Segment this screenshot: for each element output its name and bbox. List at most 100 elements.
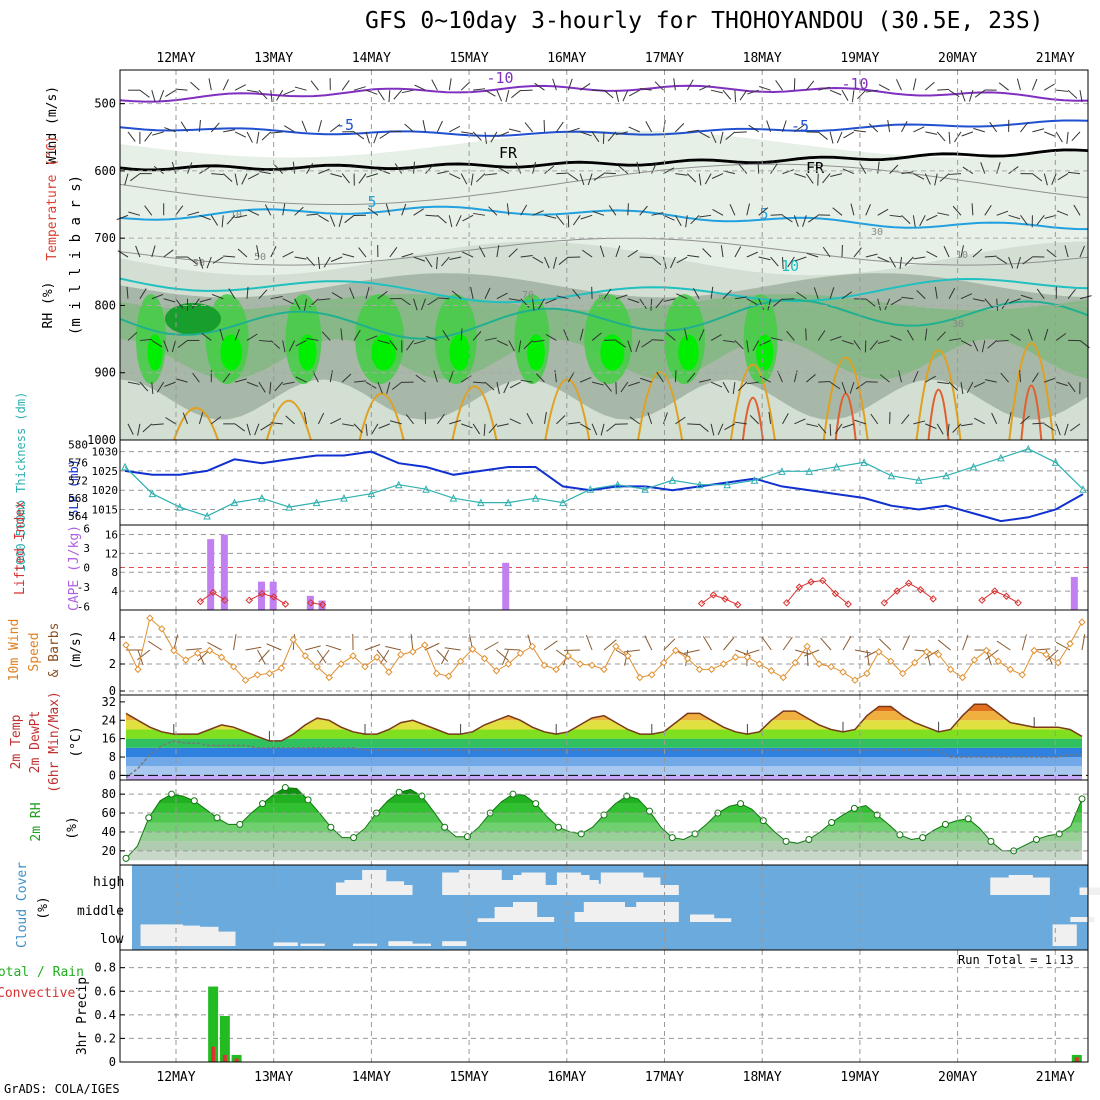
upper-wind-barb [366, 173, 379, 178]
upper-wind-barb [532, 161, 536, 174]
surface-wind-barb [258, 649, 270, 663]
wind-speed-marker [803, 642, 811, 651]
upper-wind-barb [841, 291, 853, 300]
upper-wind-barb [960, 339, 972, 347]
upper-wind-barb [338, 215, 343, 228]
upper-wind-barb [960, 423, 973, 427]
lifted-index-marker [209, 588, 217, 597]
upper-wind-barb [261, 131, 272, 141]
upper-wind-barb [1079, 90, 1083, 103]
upper-wind-barb [151, 382, 154, 395]
upper-wind-barb [912, 370, 919, 383]
upper-wind-barb [650, 298, 653, 311]
upper-wind-barb [413, 161, 415, 174]
upper-wind-barb [717, 423, 724, 436]
bottom-day-label: 18MAY [743, 1070, 782, 1085]
upper-wind-barb [647, 412, 653, 425]
upper-wind-barb [284, 125, 295, 133]
lifted-index-line [200, 591, 226, 602]
precip-total-bar [208, 986, 219, 1062]
upper-wind-barb [1010, 333, 1021, 341]
wind-speed-marker [444, 672, 453, 680]
upper-wind-barb [535, 373, 545, 383]
rh-cell-dark [165, 302, 221, 335]
upper-wind-barb [580, 131, 592, 137]
upper-wind-barb [782, 120, 787, 133]
slp-thickness-plot: 564 568 572 576 580 1015 1020 1025 1030 [68, 438, 1089, 526]
thickness-marker [531, 494, 540, 502]
rh-plot: 20 40 60 80 [102, 779, 1089, 866]
upper-wind-barb [1064, 423, 1069, 436]
temp-line [125, 703, 1083, 742]
upper-wind-barb [484, 287, 491, 299]
wind-speed-marker [576, 660, 584, 668]
upper-wind-barb [746, 298, 758, 305]
upper-wind-barb [580, 376, 592, 383]
upper-wind-barb [1056, 89, 1069, 92]
upper-wind-barb [887, 119, 891, 132]
rh-contour-label: 50 [254, 252, 266, 263]
rh-contour-label: 30 [871, 227, 883, 238]
rh-cell-bright [449, 334, 471, 371]
upper-wind-barb [884, 298, 891, 310]
upper-wind-barb [473, 88, 486, 91]
cloud-high-bar [636, 877, 661, 895]
upper-wind-barb [686, 173, 697, 183]
upper-wind-barb [1009, 298, 1021, 304]
upper-wind-barb [1066, 131, 1069, 144]
upper-wind-barb [1079, 295, 1092, 300]
upper-wind-barb [770, 163, 778, 174]
wind-speed-marker [468, 645, 477, 653]
upper-wind-barb [629, 416, 640, 425]
upper-wind-barb [925, 131, 938, 135]
cape-bar [220, 534, 228, 610]
cloud-low-bar [175, 925, 201, 946]
thickness-marker [832, 462, 841, 471]
top-day-label: 12MAY [156, 51, 195, 66]
rh-marker [281, 784, 289, 792]
surface-wind-barb [207, 642, 222, 651]
wind-speed-marker [839, 668, 847, 676]
rh-band [126, 822, 1082, 832]
thickness-marker [148, 489, 157, 498]
surface-wind-barb [962, 634, 969, 651]
upper-wind-barb [484, 89, 496, 97]
upper-wind-barb [472, 131, 482, 141]
upper-wind-barb [841, 381, 847, 394]
upper-wind-barb [722, 381, 730, 393]
p4-speed-tick-label: 2 [109, 657, 116, 671]
wind-speed-marker [767, 667, 776, 675]
upper-wind-barb [865, 253, 878, 258]
upper-wind-barb [973, 127, 985, 133]
upper-wind-barb [256, 245, 260, 258]
lifted-index-marker [709, 591, 718, 599]
upper-wind-barb [665, 332, 676, 341]
cloud-level-high: high [93, 875, 124, 890]
upper-wind-barb [690, 214, 700, 225]
upper-wind-barb [246, 333, 258, 341]
p8-precip-tick-label: 0 [109, 1055, 116, 1069]
upper-wind-barb [282, 381, 295, 385]
upper-wind-barb [164, 381, 176, 387]
wind-speed-marker [313, 662, 321, 671]
upper-wind-barb [722, 289, 732, 300]
upper-wind-barb [973, 417, 986, 425]
thickness-marker [559, 498, 567, 507]
rh-cell-bright [147, 334, 163, 371]
upper-wind-barb [226, 214, 236, 225]
upper-wind-barb [496, 292, 508, 300]
upper-wind-barb [483, 423, 486, 436]
upper-wind-barb [139, 381, 149, 392]
upper-wind-barb [746, 381, 759, 385]
upper-wind-barb [258, 171, 271, 175]
upper-wind-barb [389, 420, 402, 425]
upper-wind-barb [1055, 131, 1063, 143]
upper-wind-barb [829, 131, 834, 144]
upper-wind-barb [449, 173, 461, 180]
wind-speed-marker [719, 660, 728, 668]
p2-frame [119, 439, 1089, 526]
upper-wind-barb [208, 78, 212, 91]
upper-wind-barb [222, 372, 231, 383]
rh-marker [327, 823, 335, 831]
upper-wind-barb [554, 370, 557, 383]
